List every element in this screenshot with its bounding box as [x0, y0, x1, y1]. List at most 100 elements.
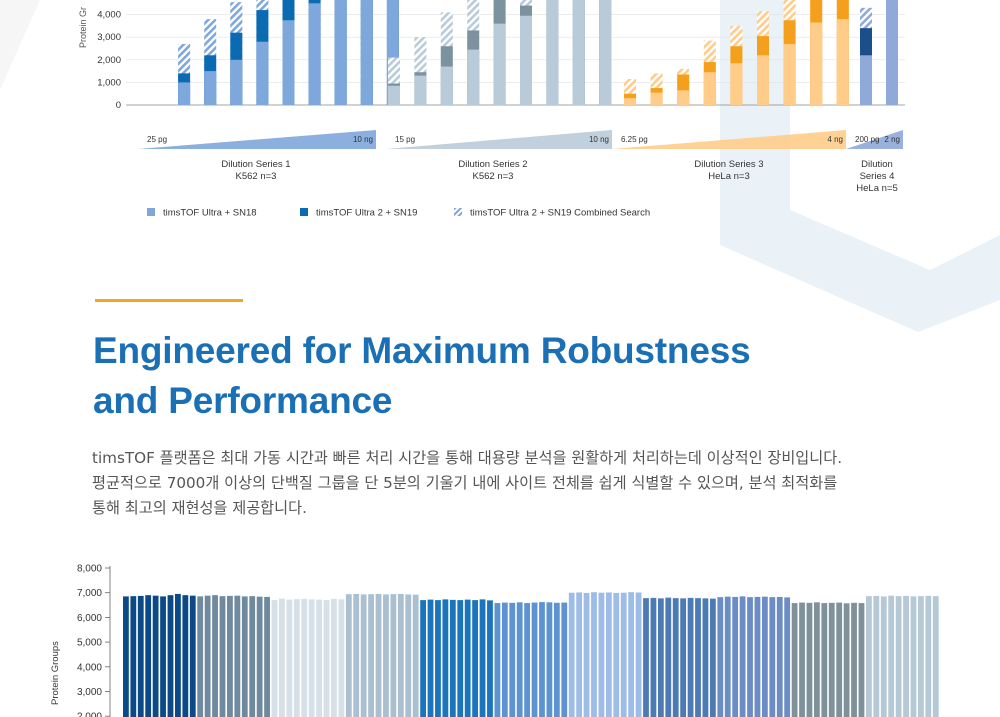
concentration-ramp-4	[846, 130, 903, 149]
group-name-part: Dilution	[861, 159, 893, 170]
bar	[472, 600, 479, 717]
y-axis-label: Protein Gr	[78, 7, 88, 48]
bar-sn18	[783, 43, 796, 105]
bar-sn18	[650, 92, 663, 105]
bar-sn18	[703, 72, 716, 105]
bar	[828, 602, 835, 717]
bar	[739, 596, 746, 717]
bar-series-4	[345, 593, 419, 717]
bar	[256, 596, 263, 717]
bar-sn18	[599, 0, 612, 105]
bar	[568, 592, 575, 717]
range-start-label: 25 pg	[147, 135, 167, 144]
bar	[888, 595, 895, 717]
bar	[680, 598, 687, 717]
concentration-ramp-1	[138, 130, 376, 149]
y-axis-gridlines	[126, 14, 905, 106]
bar	[657, 598, 664, 717]
bar	[189, 595, 196, 717]
bar	[561, 602, 568, 717]
bar	[331, 598, 337, 717]
bar	[301, 598, 308, 717]
bar	[390, 594, 397, 717]
y-axis-tick-labels: 8,000 7,000 6,000 5,000 4,000 3,000 2,000	[77, 564, 111, 717]
bar	[353, 593, 360, 717]
legend-label: timsTOF Ultra 2 + SN19 Combined Search	[470, 208, 650, 219]
y-tick-label: 2,000	[97, 55, 121, 66]
bar	[747, 597, 753, 717]
bar-group-1	[178, 0, 399, 106]
range-start-label: 15 pg	[395, 135, 415, 144]
bar	[234, 595, 241, 717]
bar	[836, 602, 843, 717]
range-start-label: 200 pg	[855, 135, 879, 144]
bar	[576, 592, 583, 717]
bar-sn18	[308, 3, 321, 105]
bar	[843, 603, 850, 717]
bar	[910, 596, 917, 717]
group-name: Dilution Series 3	[694, 159, 763, 170]
bar	[799, 602, 805, 717]
bar	[501, 602, 508, 717]
bar	[420, 600, 426, 717]
bar-series-9	[717, 596, 791, 717]
bar-sn18	[440, 66, 453, 105]
bar	[345, 594, 352, 717]
bar-sn18	[334, 0, 347, 105]
bar-series-5	[420, 599, 493, 717]
bar	[479, 599, 486, 717]
bar	[591, 592, 597, 717]
bar-sn18	[467, 49, 480, 105]
y-tick-label: 4,000	[97, 10, 121, 21]
bar-sn18	[810, 22, 823, 105]
bar	[442, 599, 449, 717]
bar-series-10	[791, 602, 865, 717]
bar	[279, 598, 285, 717]
bar	[583, 592, 590, 717]
bar-series-11	[866, 595, 939, 717]
bar-sn18	[282, 20, 295, 105]
bar-sn18	[677, 90, 690, 105]
bar	[806, 602, 813, 717]
bar	[539, 602, 545, 717]
concentration-ramp-2	[386, 130, 612, 149]
y-tick-label: 1,000	[97, 77, 121, 88]
bar-sn18	[256, 41, 269, 105]
bar	[197, 596, 204, 717]
bar	[650, 597, 657, 717]
group-name: Dilution Series 1	[221, 159, 290, 170]
y-tick-label: 4,000	[77, 662, 102, 673]
y-tick-label: 8,000	[77, 564, 102, 575]
bar-sn18	[860, 55, 872, 105]
bar	[487, 600, 493, 717]
bar-series-1	[123, 593, 196, 717]
concentration-ramps: 25 pg 10 ng 15 pg 10 ng 6.25 pg 4 ng 200 pg 2 n…	[138, 130, 903, 149]
bar	[620, 592, 627, 717]
group-name: Dilution Series 2	[458, 159, 527, 170]
y-tick-label: 0	[116, 100, 121, 111]
bar	[866, 596, 872, 717]
bar	[264, 596, 270, 717]
bar	[397, 593, 404, 717]
bar	[249, 596, 256, 717]
section-heading: Engineered for Maximum Robustness and Pe…	[93, 326, 751, 426]
bar	[123, 596, 129, 717]
bar-sn18	[886, 0, 898, 105]
bar	[791, 603, 798, 717]
bar	[687, 597, 694, 717]
group-name-part: Series 4	[860, 171, 895, 182]
bar	[932, 596, 939, 717]
range-end-label: 4 ng	[827, 135, 843, 144]
bar	[925, 595, 932, 717]
y-tick-label: 3,000	[77, 687, 102, 698]
chart-legend: timsTOF Ultra + SN18 timsTOF Ultra 2 + SN…	[147, 208, 650, 219]
bar	[160, 596, 166, 717]
bar-sn18	[572, 0, 585, 105]
bar	[605, 592, 612, 717]
bar-group-3	[624, 0, 849, 106]
bar	[695, 598, 701, 717]
bar-series-2	[197, 595, 270, 717]
description-line-1: timsTOF 플랫폼은 최대 가동 시간과 빠른 처리 시간을 통해 대용량 …	[92, 449, 843, 467]
bar-series-7	[568, 592, 642, 717]
